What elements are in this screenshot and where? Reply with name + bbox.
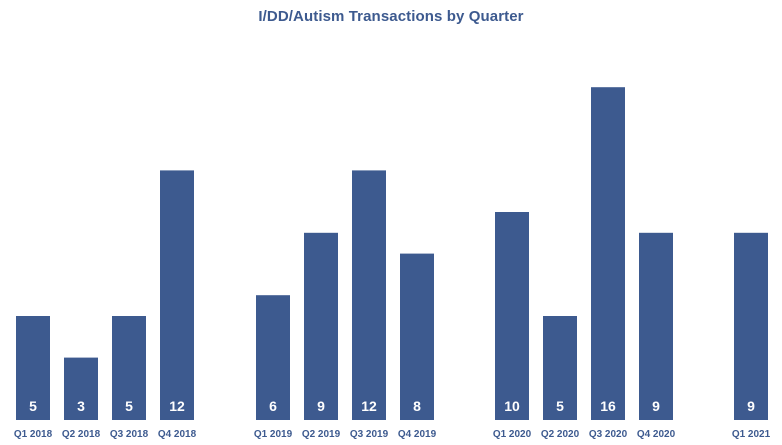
bar-q4-2020 (639, 232, 673, 420)
x-tick-label: Q4 2019 (398, 429, 437, 440)
data-label: 12 (361, 398, 377, 414)
bar-q1-2020 (495, 212, 529, 420)
x-tick-label: Q1 2021 (732, 429, 771, 440)
x-tick-label: Q2 2018 (62, 429, 101, 440)
data-label: 8 (413, 398, 421, 414)
bar-q3-2020 (591, 87, 625, 420)
data-label: 9 (652, 398, 660, 414)
bar-q1-2021 (734, 232, 768, 420)
data-label: 3 (77, 398, 85, 414)
data-label: 9 (317, 398, 325, 414)
bar-q3-2018 (112, 316, 146, 420)
bar-q4-2019 (400, 253, 434, 420)
data-label: 5 (29, 398, 37, 414)
bar-q1-2019 (256, 295, 290, 420)
x-tick-label: Q4 2018 (158, 429, 197, 440)
bar-q2-2019 (304, 232, 338, 420)
bar-q2-2018 (64, 357, 98, 420)
x-tick-label: Q1 2018 (14, 429, 53, 440)
x-tick-label: Q1 2019 (254, 429, 293, 440)
bar-q1-2018 (16, 316, 50, 420)
data-label: 10 (504, 398, 520, 414)
data-label: 6 (269, 398, 277, 414)
x-tick-label: Q3 2019 (350, 429, 389, 440)
x-tick-label: Q2 2019 (302, 429, 341, 440)
data-label: 9 (747, 398, 755, 414)
x-tick-label: Q2 2020 (541, 429, 580, 440)
data-label: 12 (169, 398, 185, 414)
bar-q3-2019 (352, 170, 386, 420)
bar-q4-2018 (160, 170, 194, 420)
data-label: 16 (600, 398, 616, 414)
data-label: 5 (125, 398, 133, 414)
x-tick-label: Q3 2018 (110, 429, 149, 440)
x-tick-label: Q3 2020 (589, 429, 628, 440)
x-tick-label: Q4 2020 (637, 429, 676, 440)
bar-q2-2020 (543, 316, 577, 420)
data-label: 5 (556, 398, 564, 414)
x-tick-label: Q1 2020 (493, 429, 532, 440)
chart-title: I/DD/Autism Transactions by Quarter (258, 8, 524, 25)
